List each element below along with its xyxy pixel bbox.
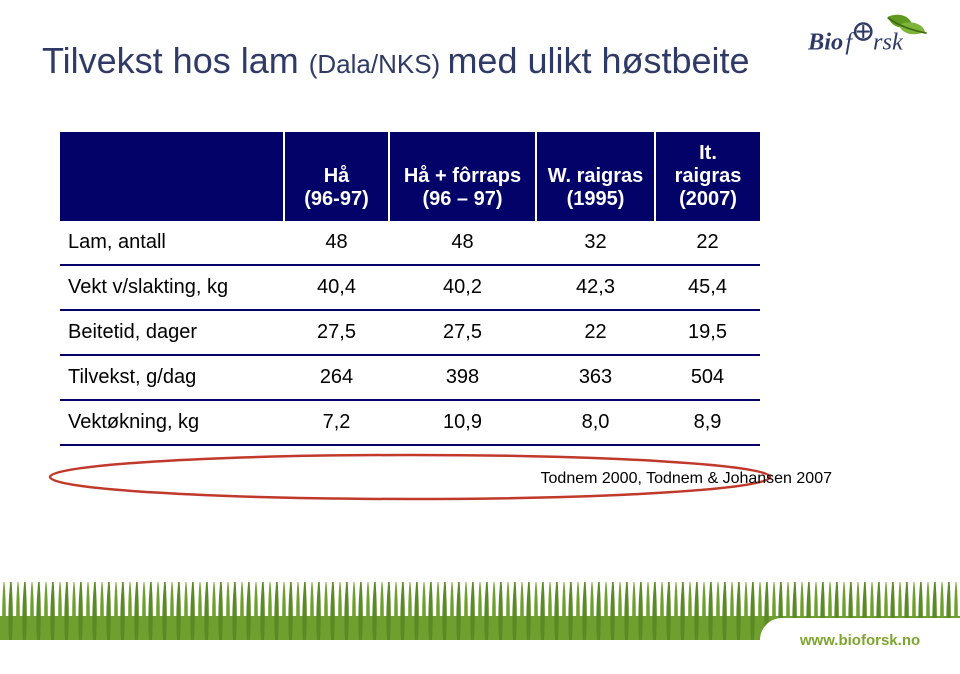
- svg-text:Bio: Bio: [808, 28, 843, 55]
- col-header-blank: [60, 132, 284, 221]
- footer-url-pill: www.bioforsk.no: [760, 618, 960, 662]
- table-row: Vekt v/slakting, kg 40,4 40,2 42,3 45,4: [60, 265, 760, 310]
- table-row: Lam, antall 48 48 32 22: [60, 221, 760, 265]
- svg-text:rsk: rsk: [873, 28, 904, 55]
- col-header-1: Hå (96-97): [284, 132, 389, 221]
- data-table-container: Hå (96-97) Hå + fôrraps (96 – 97) W. rai…: [60, 132, 760, 446]
- table-header: Hå (96-97) Hå + fôrraps (96 – 97) W. rai…: [60, 132, 760, 221]
- table-row: Beitetid, dager 27,5 27,5 22 19,5: [60, 310, 760, 355]
- title-sub: (Dala/NKS): [309, 49, 448, 79]
- table-row-highlighted: Tilvekst, g/dag 264 398 363 504: [60, 355, 760, 400]
- slide-title: Tilvekst hos lam (Dala/NKS) med ulikt hø…: [42, 40, 750, 82]
- col-header-2: Hå + fôrraps (96 – 97): [389, 132, 536, 221]
- title-main: Tilvekst hos lam: [42, 40, 309, 81]
- footer-url-text: www.bioforsk.no: [800, 632, 920, 649]
- svg-text:f: f: [845, 28, 855, 55]
- brand-logo: Bio f rsk: [808, 12, 938, 56]
- table-body: Lam, antall 48 48 32 22 Vekt v/slakting,…: [60, 221, 760, 445]
- source-footnote: Todnem 2000, Todnem & Johansen 2007: [541, 470, 832, 488]
- col-header-3: W. raigras (1995): [536, 132, 655, 221]
- title-tail: med ulikt høstbeite: [447, 40, 749, 81]
- data-table: Hå (96-97) Hå + fôrraps (96 – 97) W. rai…: [60, 132, 760, 446]
- col-header-4: It. raigras (2007): [655, 132, 760, 221]
- table-row: Vektøkning, kg 7,2 10,9 8,0 8,9: [60, 400, 760, 445]
